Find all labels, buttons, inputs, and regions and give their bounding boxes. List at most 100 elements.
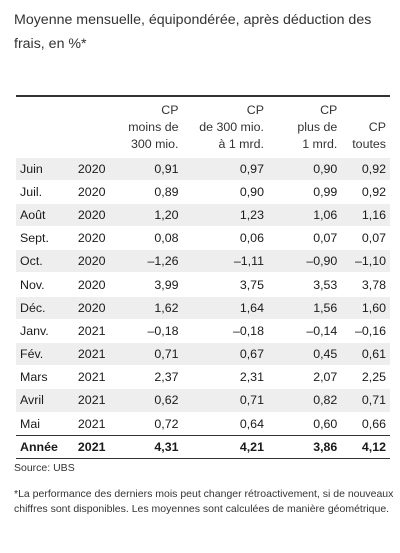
value-cell: 0,60 [267,411,342,436]
table-row: Août 2020 1,20 1,23 1,06 1,16 [16,202,390,227]
value-cell: 0,97 [182,156,268,181]
year-cell: 2021 [61,341,112,366]
year-cell: 2020 [61,202,112,227]
year-cell: 2020 [61,249,112,273]
value-cell: 3,75 [182,272,268,297]
month-cell: Oct. [16,249,62,273]
month-cell: Fév. [16,341,62,366]
value-cell: 4,31 [111,434,183,459]
header-year [62,95,112,157]
month-cell: Sept. [16,226,62,250]
value-cell: 0,90 [267,156,342,181]
value-cell: 0,72 [111,411,183,436]
header-month [16,95,62,157]
table-row: Mai 2021 0,72 0,64 0,60 0,66 [16,411,390,436]
value-cell: 3,86 [267,434,342,459]
table-row: Avril 2021 0,62 0,71 0,82 0,71 [16,388,390,413]
value-cell: 4,21 [182,434,268,459]
value-cell: 0,07 [267,226,342,250]
table-row: Janv. 2021 –0,18 –0,18 –0,14 –0,16 [16,318,390,343]
year-cell: 2020 [61,156,112,181]
value-cell: 0,06 [182,226,268,250]
value-cell: 0,64 [182,411,268,436]
header-col-1: CP moins de 300 mio. [128,102,179,151]
value-cell: 1,60 [341,295,390,320]
year-cell: 2021 [61,388,112,413]
value-cell: 1,62 [111,295,183,320]
value-cell: 2,25 [341,365,390,389]
month-cell: Août [16,202,62,227]
table-row: Oct. 2020 –1,26 –1,11 –0,90 –1,10 [16,249,390,273]
header-row: CP moins de 300 mio. CP de 300 mio. à 1 mrd.… [16,95,390,157]
value-cell: –0,18 [182,318,268,343]
year-cell: 2020 [61,272,112,297]
year-cell: 2021 [61,434,112,459]
table-row: Mars 2021 2,37 2,31 2,07 2,25 [16,365,390,389]
year-cell: 2021 [61,411,112,436]
value-cell: 1,06 [267,202,342,227]
value-cell: 0,08 [111,226,183,250]
month-cell: Mars [16,365,62,389]
header-col-3: CP plus de 1 mrd. [297,102,338,151]
value-cell: 0,99 [267,179,342,204]
year-cell: 2020 [61,295,112,320]
value-cell: –1,11 [182,249,268,273]
header-col-2: CP de 300 mio. à 1 mrd. [199,102,264,151]
value-cell: –0,18 [111,318,183,343]
returns-table: CP moins de 300 mio. CP de 300 mio. à 1 mrd.… [16,95,390,459]
value-cell: –1,10 [341,249,390,273]
value-cell: 0,07 [341,226,390,250]
table-row: Fév. 2021 0,71 0,67 0,45 0,61 [16,341,390,366]
month-cell: Mai [16,411,62,436]
value-cell: –0,90 [267,249,342,273]
value-cell: 0,45 [267,341,342,366]
total-row: Année 2021 4,31 4,21 3,86 4,12 [16,434,390,459]
value-cell: 1,64 [182,295,268,320]
table-row: Juin 2020 0,91 0,97 0,90 0,92 [16,156,390,181]
value-cell: 0,90 [182,179,268,204]
value-cell: 4,12 [341,434,390,459]
value-cell: –0,14 [267,318,342,343]
month-cell: Avril [16,388,62,413]
table-title: Moyenne mensuelle, équipondérée, après d… [14,12,372,52]
value-cell: 0,91 [111,156,183,181]
table-row: Déc. 2020 1,62 1,64 1,56 1,60 [16,295,390,320]
value-cell: 3,53 [267,272,342,297]
value-cell: 2,07 [267,365,342,389]
table-body: Juin 2020 0,91 0,97 0,90 0,92 Juil. 2020 0,89 0,9… [16,156,390,459]
value-cell: 1,23 [182,202,268,227]
value-cell: –1,26 [111,249,183,273]
value-cell: 0,92 [341,179,390,204]
value-cell: 0,89 [111,179,183,204]
table-row: Sept. 2020 0,08 0,06 0,07 0,07 [16,226,390,250]
value-cell: 0,82 [267,388,342,413]
value-cell: 0,62 [111,388,183,413]
month-cell: Année [16,434,62,459]
value-cell: 2,31 [182,365,268,389]
value-cell: 3,78 [341,272,390,297]
source-note: Source: UBS [14,462,75,474]
month-cell: Juin [16,156,62,181]
month-cell: Déc. [16,295,62,320]
value-cell: 1,16 [341,202,390,227]
value-cell: 1,56 [267,295,342,320]
footnote: *La performance des derniers mois peut c… [14,488,394,515]
month-cell: Nov. [16,272,62,297]
value-cell: 1,20 [111,202,183,227]
value-cell: 0,71 [341,388,390,413]
year-cell: 2020 [61,179,112,204]
header-col-4: CP toutes [352,119,386,151]
year-cell: 2020 [61,226,112,250]
value-cell: 0,71 [182,388,268,413]
month-cell: Janv. [16,318,62,343]
value-cell: 0,66 [341,411,390,436]
value-cell: 0,71 [111,341,183,366]
value-cell: 3,99 [111,272,183,297]
month-cell: Juil. [16,179,62,204]
year-cell: 2021 [61,365,112,389]
table-row: Nov. 2020 3,99 3,75 3,53 3,78 [16,272,390,297]
value-cell: –0,16 [341,318,390,343]
value-cell: 0,61 [341,341,390,366]
value-cell: 0,92 [341,156,390,181]
